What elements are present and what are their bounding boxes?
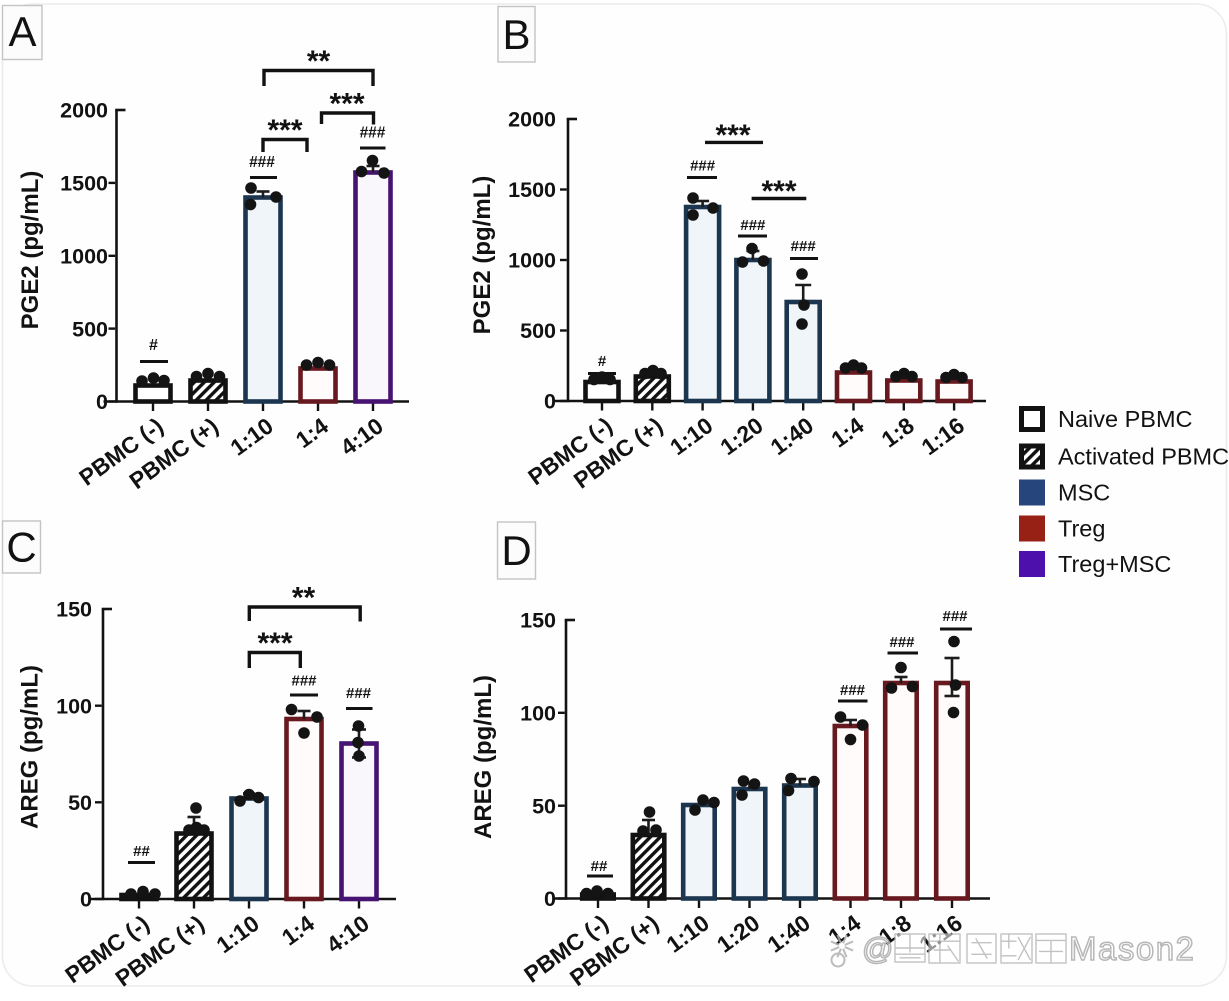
svg-text:PGE2 (pg/mL): PGE2 (pg/mL) xyxy=(17,171,44,330)
svg-text:MSC: MSC xyxy=(1058,480,1110,506)
svg-text:50: 50 xyxy=(68,791,92,815)
svg-text:Treg+MSC: Treg+MSC xyxy=(1058,551,1171,577)
svg-text:AREG (pg/mL): AREG (pg/mL) xyxy=(470,675,497,839)
svg-text:###: ### xyxy=(249,154,275,171)
svg-text:###: ### xyxy=(690,158,716,175)
svg-text:C: C xyxy=(6,524,36,571)
svg-text:###: ### xyxy=(291,673,317,690)
svg-text:###: ### xyxy=(346,685,372,702)
svg-text:100: 100 xyxy=(56,694,92,718)
svg-text:150: 150 xyxy=(520,609,556,633)
svg-text:###: ### xyxy=(740,217,766,234)
svg-text:100: 100 xyxy=(520,702,556,726)
svg-text:###: ### xyxy=(791,238,817,255)
svg-text:AREG (pg/mL): AREG (pg/mL) xyxy=(17,665,44,829)
svg-text:***: *** xyxy=(715,119,750,152)
svg-text:##: ## xyxy=(133,843,150,860)
svg-text:@: @ xyxy=(862,931,893,966)
svg-text:###: ### xyxy=(360,125,386,142)
svg-text:###: ### xyxy=(942,608,968,625)
svg-text:**: ** xyxy=(292,582,316,615)
svg-text:1000: 1000 xyxy=(508,249,556,273)
svg-text:###: ### xyxy=(889,634,915,651)
svg-text:1000: 1000 xyxy=(60,245,108,269)
svg-text:0: 0 xyxy=(544,887,556,911)
svg-text:**: ** xyxy=(307,45,331,78)
svg-text:Treg: Treg xyxy=(1058,516,1105,542)
svg-text:Mason2: Mason2 xyxy=(1069,930,1195,967)
svg-text:***: *** xyxy=(329,88,364,121)
svg-text:2000: 2000 xyxy=(60,99,108,123)
svg-text:***: *** xyxy=(257,627,292,660)
svg-text:Activated PBMC: Activated PBMC xyxy=(1058,444,1229,470)
svg-text:1500: 1500 xyxy=(508,178,556,202)
svg-text:PGE2 (pg/mL): PGE2 (pg/mL) xyxy=(469,176,496,335)
svg-text:***: *** xyxy=(267,114,302,147)
svg-text:500: 500 xyxy=(520,319,556,343)
svg-text:D: D xyxy=(501,527,531,574)
svg-text:0: 0 xyxy=(544,390,556,414)
svg-text:0: 0 xyxy=(96,390,108,414)
svg-text:***: *** xyxy=(761,175,796,208)
svg-text:0: 0 xyxy=(80,888,92,912)
svg-text:50: 50 xyxy=(532,794,556,818)
svg-text:1500: 1500 xyxy=(60,172,108,196)
svg-text:B: B xyxy=(502,11,530,58)
svg-text:#: # xyxy=(598,353,607,370)
svg-text:A: A xyxy=(8,8,36,55)
svg-text:150: 150 xyxy=(56,598,92,622)
svg-text:2000: 2000 xyxy=(508,108,556,132)
svg-text:##: ## xyxy=(591,858,608,875)
svg-text:###: ### xyxy=(840,682,866,699)
svg-text:#: # xyxy=(149,337,158,354)
svg-text:Naive PBMC: Naive PBMC xyxy=(1058,406,1193,432)
svg-text:500: 500 xyxy=(72,317,108,341)
